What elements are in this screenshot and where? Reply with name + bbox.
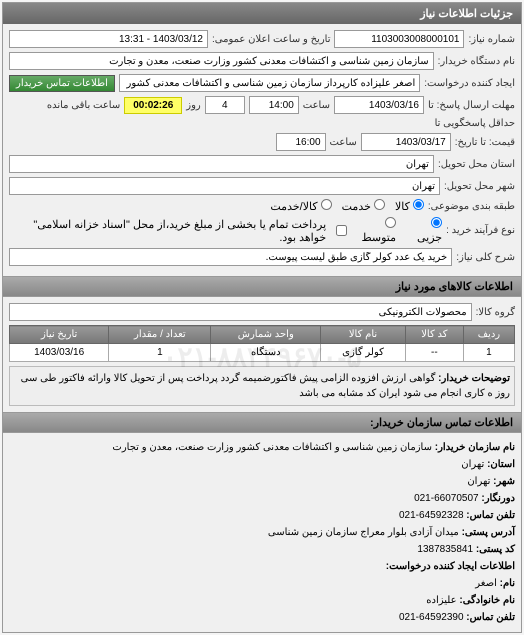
- day-label: روز: [186, 100, 201, 111]
- announce-dt-field[interactable]: [9, 30, 208, 48]
- radio-medium-input[interactable]: [385, 217, 396, 228]
- reply-date1-field[interactable]: [334, 96, 424, 114]
- c-addr: میدان آزادی بلوار معراج سازمان زمین شناس…: [268, 527, 459, 538]
- items-body: ۰۲۱-۸۸۳۴۹۶۷۰-۵ گروه کالا: ردیف کد کالا ن…: [3, 297, 521, 412]
- th-qty: تعداد / مقدار: [109, 326, 211, 344]
- c-lname: علیزاده: [426, 595, 456, 606]
- c-name: اصغر: [475, 578, 497, 589]
- radio-goods-label: کالا: [395, 201, 410, 213]
- th-name: نام کالا: [321, 326, 406, 344]
- time-label-2: ساعت: [330, 137, 357, 148]
- c-rphone: 64592390-021: [399, 612, 464, 623]
- requirement-details-panel: جزئیات اطلاعات نیاز شماره نیاز: تاریخ و …: [2, 2, 522, 633]
- radio-both-input[interactable]: [321, 199, 332, 210]
- items-section-header: اطلاعات کالاهای مورد نیاز: [3, 276, 521, 297]
- radio-minor-input[interactable]: [431, 217, 442, 228]
- contact-block: نام سازمان خریدار: سازمان زمین شناسی و ا…: [3, 433, 521, 632]
- price-to-label: قیمت: تا تاریخ:: [455, 137, 515, 148]
- reply-date2-field[interactable]: [361, 133, 451, 151]
- c-rphone-label: تلفن تماس:: [466, 612, 515, 623]
- treasury-check[interactable]: پرداخت تمام یا بخشی از مبلغ خرید،از محل …: [9, 218, 347, 244]
- item-group-label: گروه کالا:: [476, 307, 515, 318]
- th-date: تاریخ نیاز: [10, 326, 109, 344]
- requester-field[interactable]: [119, 74, 420, 92]
- radio-goods-input[interactable]: [413, 199, 424, 210]
- buyer-notes: توضیحات خریدار: گواهی ارزش افزوده الزامی…: [9, 366, 515, 406]
- need-title-label: شرح کلی نیاز:: [456, 252, 515, 263]
- c-province-label: استان:: [487, 459, 515, 470]
- reply-time2-field[interactable]: [276, 133, 326, 151]
- radio-medium-label: متوسط: [361, 232, 396, 244]
- c-fax-label: دورنگار:: [481, 493, 515, 504]
- table-row[interactable]: 1 -- کولر گازی دستگاه 1 1403/03/16: [10, 344, 515, 362]
- c-lname-label: نام خانوادگی:: [459, 595, 515, 606]
- c-city: تهران: [467, 476, 490, 487]
- buyer-org-label: نام دستگاه خریدار:: [438, 56, 515, 67]
- td-date: 1403/03/16: [10, 344, 109, 362]
- buyer-org-field[interactable]: [9, 52, 434, 70]
- treasury-check-input[interactable]: [336, 225, 347, 236]
- c-org: سازمان زمین شناسی و اکتشافات معدنی کشور …: [112, 442, 432, 453]
- radio-service-input[interactable]: [374, 199, 385, 210]
- c-phone: 64592328-021: [399, 510, 464, 521]
- td-unit: دستگاه: [211, 344, 321, 362]
- form-body: شماره نیاز: تاریخ و ساعت اعلان عمومی: نا…: [3, 24, 521, 276]
- delivery-province-label: استان محل تحویل:: [438, 159, 515, 170]
- announce-dt-label: تاریخ و ساعت اعلان عمومی:: [212, 34, 331, 45]
- c-city-label: شهر:: [493, 476, 515, 487]
- reply-time1-field[interactable]: [249, 96, 299, 114]
- c-fax: 66070507-021: [414, 493, 479, 504]
- c-province: تهران: [461, 459, 484, 470]
- need-title-field[interactable]: [9, 248, 452, 266]
- td-rownum: 1: [463, 344, 514, 362]
- c-org-label: نام سازمان خریدار:: [435, 442, 515, 453]
- classification-label: طبقه بندی موضوعی:: [428, 201, 515, 212]
- item-group-field[interactable]: [9, 303, 472, 321]
- delivery-city-label: شهر محل تحویل:: [444, 181, 515, 192]
- th-unit: واحد شمارش: [211, 326, 321, 344]
- radio-goods[interactable]: کالا: [395, 199, 424, 213]
- radio-minor[interactable]: جزیی: [406, 217, 442, 244]
- c-zip-label: کد پستی:: [476, 544, 515, 555]
- classification-radio-group: کالا خدمت کالا/خدمت: [270, 199, 424, 213]
- c-addr-label: آدرس پستی:: [462, 527, 515, 538]
- contact-section-header: اطلاعات تماس سازمان خریدار:: [3, 412, 521, 433]
- td-qty: 1: [109, 344, 211, 362]
- notes-label: توضیحات خریدار:: [438, 373, 510, 384]
- th-rownum: ردیف: [463, 326, 514, 344]
- c-zip: 1387835841: [417, 544, 473, 555]
- items-table: ردیف کد کالا نام کالا واحد شمارش تعداد /…: [9, 325, 515, 362]
- radio-both-label: کالا/خدمت: [270, 201, 317, 213]
- table-header-row: ردیف کد کالا نام کالا واحد شمارش تعداد /…: [10, 326, 515, 344]
- req-no-label: شماره نیاز:: [468, 34, 515, 45]
- delivery-city-field[interactable]: [9, 177, 440, 195]
- radio-service[interactable]: خدمت: [342, 199, 385, 213]
- c-phone-label: تلفن تماس:: [466, 510, 515, 521]
- reply-days-field[interactable]: [205, 96, 245, 114]
- contact-info-button[interactable]: اطلاعات تماس خریدار: [9, 75, 115, 92]
- panel-title: جزئیات اطلاعات نیاز: [3, 3, 521, 24]
- proc-type-radio-group: جزیی متوسط: [351, 217, 442, 244]
- reply-to-label: حداقل پاسخگویی تا: [425, 118, 515, 129]
- radio-minor-label: جزیی: [417, 232, 442, 244]
- td-name: کولر گازی: [321, 344, 406, 362]
- treasury-check-label: پرداخت تمام یا بخشی از مبلغ خرید،از محل …: [9, 218, 326, 244]
- radio-medium[interactable]: متوسط: [351, 217, 396, 244]
- c-reqinfo-label: اطلاعات ایجاد کننده درخواست:: [386, 561, 515, 572]
- radio-service-label: خدمت: [342, 201, 371, 213]
- time-label-1: ساعت: [303, 100, 330, 111]
- td-code: --: [405, 344, 463, 362]
- radio-both[interactable]: کالا/خدمت: [270, 199, 331, 213]
- remain-label: ساعت باقی مانده: [47, 100, 120, 111]
- c-name-label: نام:: [500, 578, 515, 589]
- proc-type-label: نوع فرآیند خرید :: [446, 225, 515, 236]
- notes-text: گواهی ارزش افزوده الزامی پیش فاکتورضمیمه…: [21, 373, 510, 399]
- req-no-field[interactable]: [334, 30, 464, 48]
- delivery-province-field[interactable]: [9, 155, 434, 173]
- th-code: کد کالا: [405, 326, 463, 344]
- reply-from-label: مهلت ارسال پاسخ: تا: [428, 100, 515, 111]
- requester-label: ایجاد کننده درخواست:: [424, 78, 515, 89]
- countdown-timer: 00:02:26: [124, 97, 182, 114]
